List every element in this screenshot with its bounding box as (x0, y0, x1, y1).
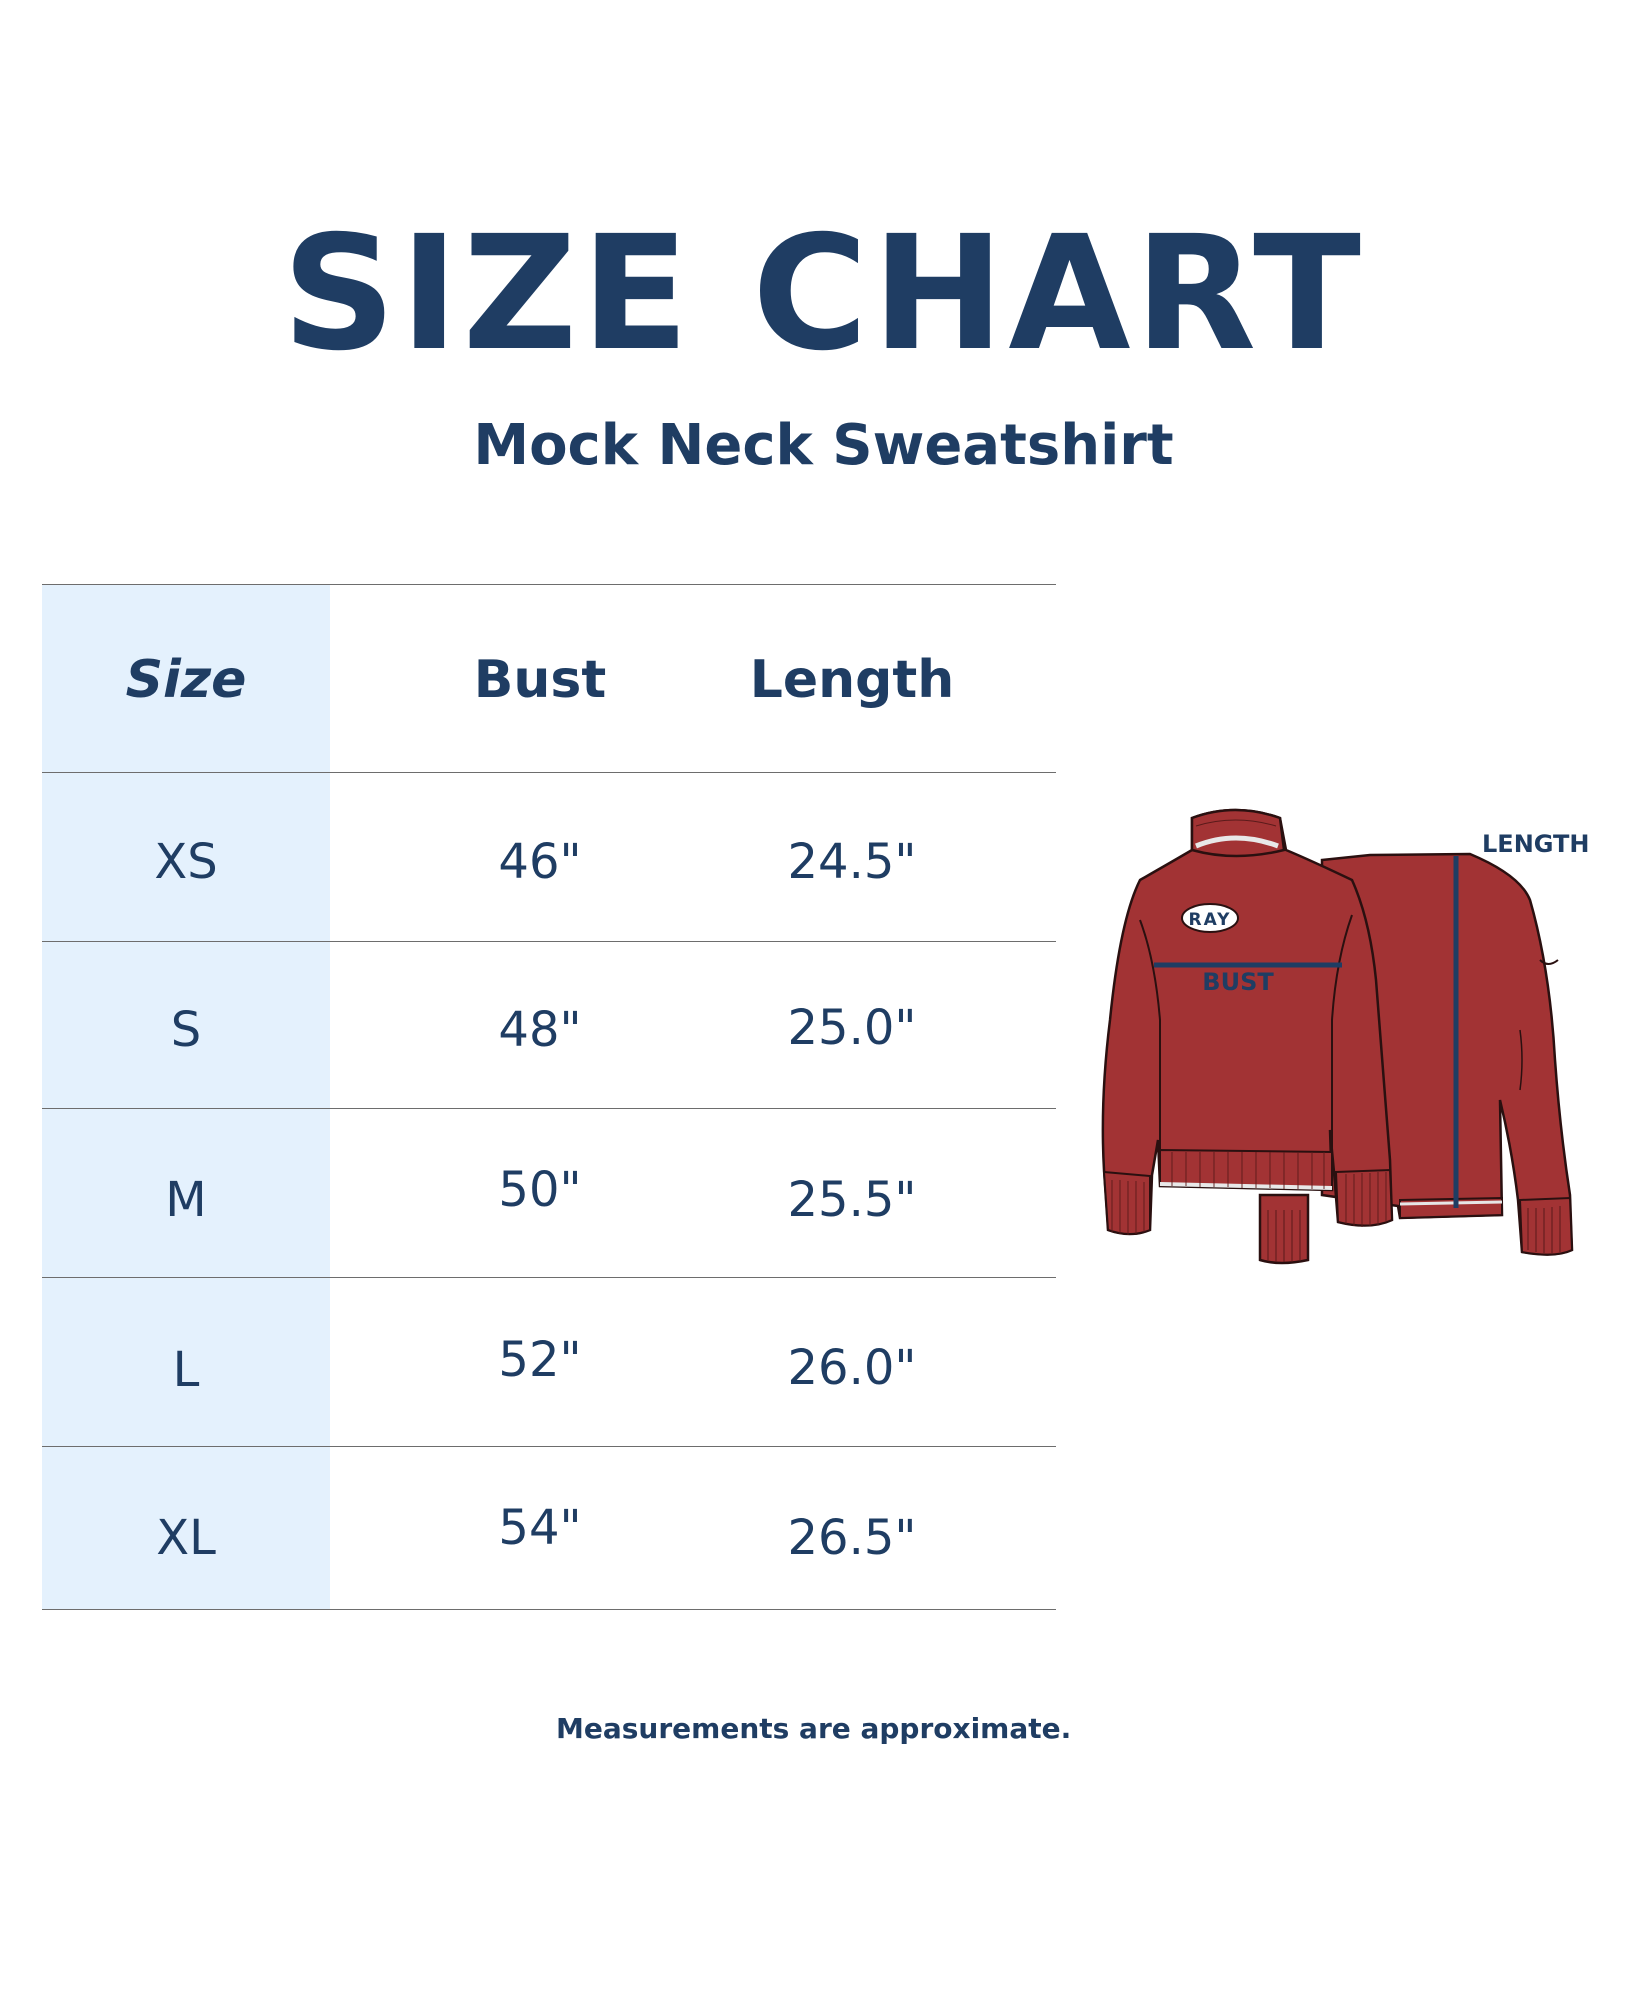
table-cell-bust: 54" (498, 1500, 582, 1556)
table-cell-size: L (172, 1342, 200, 1398)
table-rule (42, 772, 1056, 773)
header-length: Length (749, 650, 955, 710)
page-subtitle: Mock Neck Sweatshirt (473, 413, 1174, 478)
table-cell-size: XS (154, 834, 218, 890)
table-cell-length: 26.0" (787, 1340, 917, 1396)
table-rule (42, 1609, 1056, 1610)
measurement-note: Measurements are approximate. (556, 1712, 1072, 1745)
table-rule (42, 584, 1056, 585)
table-cell-length: 25.5" (787, 1172, 917, 1228)
header-size: Size (125, 650, 247, 710)
table-cell-bust: 50" (498, 1162, 582, 1218)
table-cell-size: M (165, 1172, 207, 1228)
size-table: Size Bust Length XS 46" 24.5" S 48" 25.0… (42, 584, 1056, 1610)
size-column-background (42, 584, 330, 1610)
table-cell-length: 24.5" (787, 834, 917, 890)
header-bust: Bust (473, 650, 607, 710)
table-cell-size: XL (156, 1510, 216, 1566)
table-cell-bust: 46" (498, 834, 582, 890)
sweatshirt-illustration: RAY BUST LENGTH (1101, 808, 1590, 1265)
bust-label: BUST (1202, 968, 1274, 996)
ray-logo (1181, 903, 1239, 933)
table-rule (42, 1108, 1056, 1109)
table-cell-length: 25.0" (787, 1000, 917, 1056)
table-rule (42, 1446, 1056, 1447)
table-cell-size: S (170, 1002, 202, 1058)
table-cell-bust: 48" (498, 1002, 582, 1058)
sweatshirt-front: RAY (1101, 808, 1394, 1236)
page-title: SIZE CHART (282, 202, 1365, 386)
table-cell-length: 26.5" (787, 1510, 917, 1566)
table-cell-bust: 52" (498, 1332, 582, 1388)
table-rule (42, 1277, 1056, 1278)
table-rule (42, 941, 1056, 942)
length-label: LENGTH (1482, 830, 1590, 858)
ray-logo-text: RAY (1189, 910, 1232, 930)
